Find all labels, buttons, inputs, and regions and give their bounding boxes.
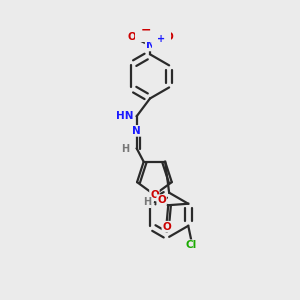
Text: O: O (157, 195, 166, 205)
Text: +: + (158, 34, 166, 44)
Text: O: O (150, 190, 159, 200)
Text: −: − (141, 23, 151, 36)
Text: O: O (165, 32, 173, 42)
Text: O: O (162, 222, 171, 232)
Text: HN: HN (116, 111, 133, 121)
Text: H: H (143, 197, 151, 207)
Text: N: N (146, 40, 154, 50)
Text: O: O (128, 32, 137, 42)
Text: H: H (122, 143, 130, 154)
Text: N: N (132, 126, 141, 136)
Text: Cl: Cl (186, 240, 197, 250)
